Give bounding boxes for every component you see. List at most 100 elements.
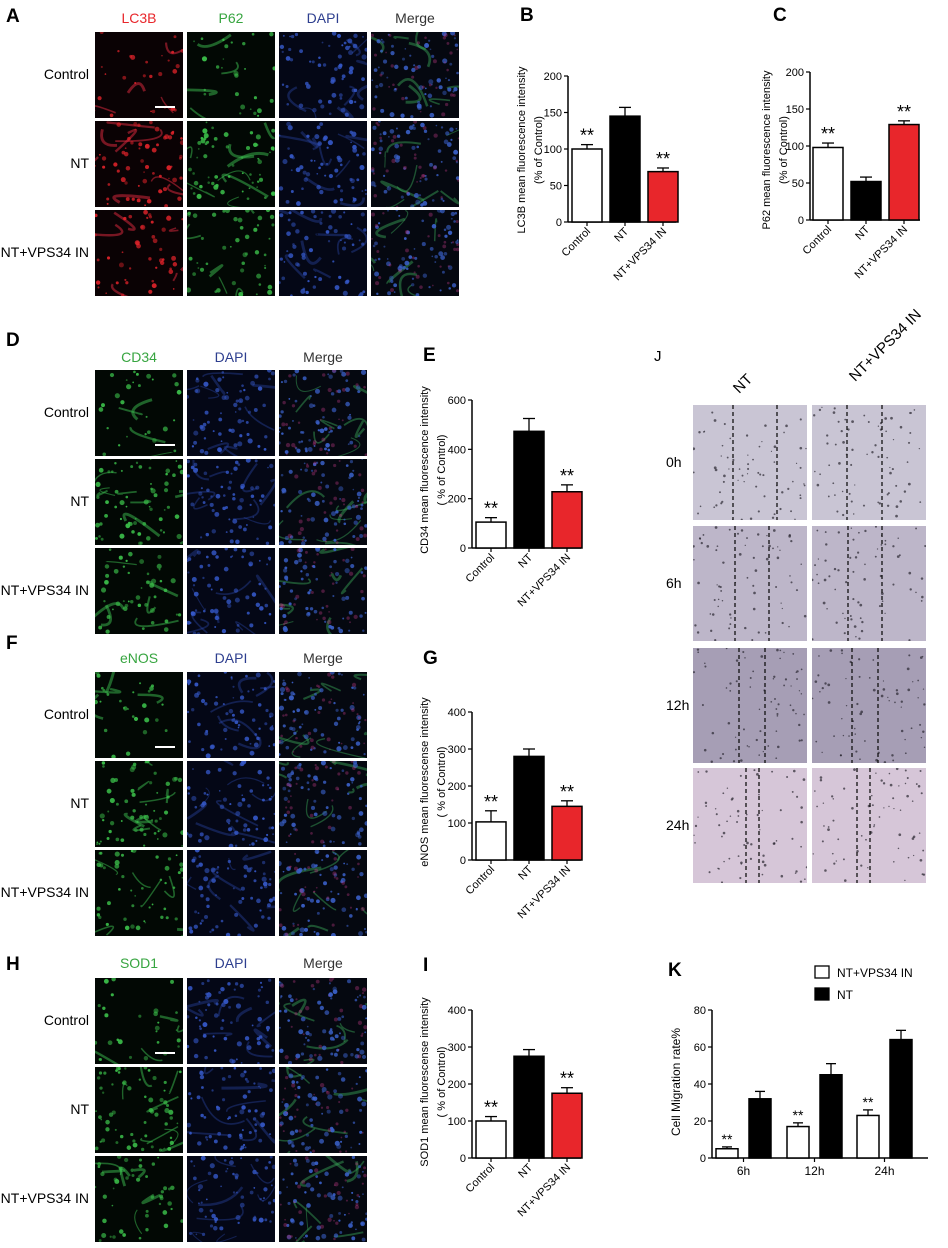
channel-label-cd34: CD34	[121, 349, 157, 365]
bar-nt	[513, 430, 545, 549]
y-tick-label: 200	[448, 1079, 466, 1091]
legend-swatch	[814, 965, 830, 979]
micrograph-d-r3-c3	[279, 548, 367, 634]
x-tick-label: NT	[516, 551, 535, 570]
micrograph-h-r3-c2-texture	[187, 1156, 275, 1242]
micrograph-a-r2-c3	[279, 121, 367, 207]
micrograph-f-r3-c3	[279, 850, 367, 936]
scale-bar-f	[155, 746, 175, 748]
channel-label-merge: Merge	[395, 10, 435, 26]
chart-letter-g: G	[423, 648, 438, 669]
significance-marker: **	[484, 499, 498, 519]
wound-texture	[693, 648, 805, 763]
micrograph-f-r2-c3	[279, 761, 367, 847]
y-tick-label: 600	[448, 395, 466, 407]
x-tick-label: 6h	[737, 1164, 750, 1178]
y-tick-label: 200	[448, 494, 466, 506]
micrograph-a-r2-c4	[371, 121, 459, 207]
bar-nt-vps34-in-6h	[715, 1148, 739, 1159]
row-label-control: Control	[43, 1012, 89, 1028]
significance-marker: **	[793, 1107, 804, 1123]
legend-swatch	[814, 987, 830, 1001]
row-label-control: Control	[43, 66, 89, 82]
bar-control	[475, 521, 507, 549]
bar-nt-vps34-in	[647, 170, 679, 223]
y-axis-subtitle: (% of Control)	[533, 116, 545, 184]
micrograph-h-r2-c3	[279, 1067, 367, 1153]
wound-texture	[812, 526, 926, 641]
x-tick-label: Control	[464, 864, 498, 898]
significance-marker: **	[580, 126, 594, 146]
x-tick-label: NT	[612, 225, 631, 244]
micrograph-f-r1-c2-texture	[187, 672, 275, 758]
micrograph-h-r3-c2	[187, 1156, 275, 1242]
micrograph-d-r1-c2-texture	[187, 370, 275, 456]
x-tick-label: Control	[801, 224, 835, 258]
micrograph-h-r1-c3-texture	[279, 978, 367, 1064]
micrograph-a-r3-c4-texture	[371, 210, 459, 296]
micrograph-d-r3-c2	[187, 548, 275, 634]
y-tick-label: 100	[448, 1116, 466, 1128]
bar-nt-vps34-in	[551, 491, 583, 549]
wound-texture	[812, 768, 926, 883]
bar-nt-24h	[889, 1038, 913, 1159]
row-label-control: Control	[43, 706, 89, 722]
micrograph-a-r2-c2	[187, 121, 275, 207]
micrograph-d-r2-c1	[95, 459, 183, 545]
chart-letter-c: C	[773, 5, 787, 26]
micrograph-d-r3-c3-texture	[279, 548, 367, 634]
wound-texture	[693, 405, 807, 520]
y-tick-label: 200	[448, 781, 466, 793]
bar-nt-vps34-in	[551, 805, 583, 861]
wound-image-24h-nt-vps34-in	[812, 768, 926, 883]
channel-label-enos: eNOS	[119, 650, 159, 666]
micrograph-a-r1-c4	[371, 32, 459, 118]
micrograph-a-r3-c4	[371, 210, 459, 296]
micrograph-h-r3-c1-texture	[95, 1156, 183, 1242]
row-label-control: Control	[43, 404, 89, 420]
y-axis-title: Cell Migration rate%	[669, 1028, 683, 1136]
x-tick-label: NT	[853, 223, 872, 242]
bar-nt	[609, 115, 641, 223]
scale-bar-d	[155, 444, 175, 446]
micrograph-a-r1-c1	[95, 32, 183, 118]
micrograph-a-r1-c3	[279, 32, 367, 118]
significance-marker: **	[560, 466, 574, 486]
bar-nt-vps34-in	[551, 1092, 583, 1159]
y-tick-label: 60	[694, 1042, 706, 1054]
y-tick-label: 0	[460, 543, 466, 555]
micrograph-h-r1-c3	[279, 978, 367, 1064]
significance-marker: **	[897, 102, 911, 122]
chart-letter-k: K	[668, 960, 682, 981]
micrograph-a-r1-c3-texture	[279, 32, 367, 118]
wound-row-label-12h: 12h	[666, 696, 690, 713]
significance-marker: **	[863, 1094, 874, 1110]
y-axis-title: eNOS mean fluorescense intensity	[419, 697, 431, 867]
micrograph-f-r2-c1	[95, 761, 183, 847]
y-tick-label: 0	[460, 855, 466, 867]
micrograph-d-r2-c3-texture	[279, 459, 367, 545]
channel-label-dapi: DAPI	[306, 10, 340, 26]
significance-marker: **	[484, 792, 498, 812]
bar-nt-6h	[748, 1098, 772, 1159]
x-tick-label: Control	[464, 552, 498, 586]
chart-letter-i: I	[423, 955, 428, 976]
micrograph-h-r3-c3	[279, 1156, 367, 1242]
micrograph-d-r2-c2-texture	[187, 459, 275, 545]
micrograph-h-r1-c1	[95, 978, 183, 1064]
bar-control	[475, 1120, 507, 1159]
channel-label-dapi: DAPI	[214, 650, 248, 666]
channel-label-merge: Merge	[303, 349, 343, 365]
channel-label-lc3b: LC3B	[121, 10, 157, 26]
micrograph-d-r3-c2-texture	[187, 548, 275, 634]
micrograph-h-r1-c2-texture	[187, 978, 275, 1064]
y-tick-label: 0	[556, 217, 562, 229]
micrograph-f-r1-c3	[279, 672, 367, 758]
micrograph-a-r1-c2-texture	[187, 32, 275, 118]
significance-marker: **	[560, 1069, 574, 1089]
bar-nt-vps34-in-12h	[786, 1125, 810, 1159]
significance-marker: **	[821, 124, 835, 144]
y-tick-label: 80	[694, 1005, 706, 1017]
panel-letter-d: D	[6, 330, 20, 351]
y-tick-label: 100	[786, 141, 804, 153]
